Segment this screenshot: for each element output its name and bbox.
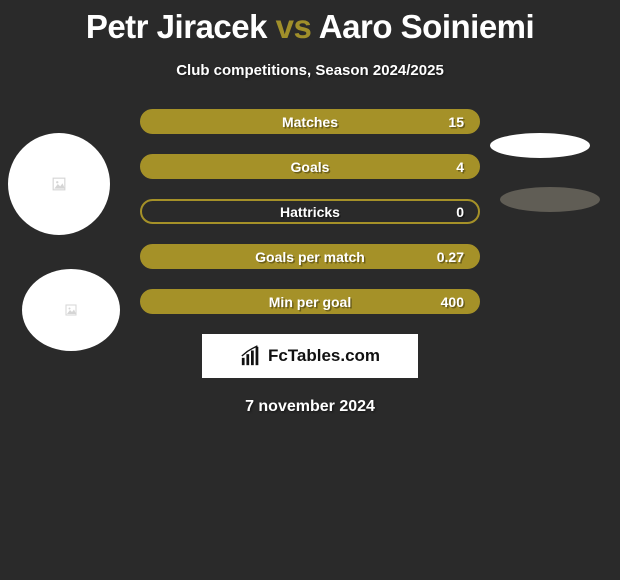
player1-avatar <box>8 133 110 235</box>
stat-label: Goals per match <box>255 249 365 265</box>
stat-bar: Hattricks 0 <box>140 199 480 224</box>
brand-chart-icon <box>240 345 262 367</box>
stat-bars: Matches 15 Goals 4 Hattricks 0 Goals per match… <box>140 109 480 314</box>
stat-bar: Min per goal 400 <box>140 289 480 314</box>
side-ellipse-1 <box>490 133 590 158</box>
stat-value: 0.27 <box>437 249 464 265</box>
comparison-panel: Matches 15 Goals 4 Hattricks 0 Goals per match… <box>0 109 620 314</box>
stat-value: 4 <box>456 159 464 175</box>
stat-bar: Matches 15 <box>140 109 480 134</box>
stat-value: 0 <box>456 204 464 220</box>
stat-value: 15 <box>448 114 464 130</box>
brand-label: FcTables.com <box>268 346 380 366</box>
subtitle: Club competitions, Season 2024/2025 <box>0 62 620 79</box>
vs-text: vs <box>276 8 312 45</box>
stat-label: Hattricks <box>280 204 340 220</box>
date-label: 7 november 2024 <box>0 398 620 416</box>
stat-bar: Goals per match 0.27 <box>140 244 480 269</box>
player1-name: Petr Jiracek <box>86 8 267 45</box>
player2-name: Aaro Soiniemi <box>319 8 534 45</box>
stat-label: Goals <box>291 159 330 175</box>
placeholder-image-icon <box>65 304 77 316</box>
stat-value: 400 <box>441 294 464 310</box>
stat-label: Matches <box>282 114 338 130</box>
page-title: Petr Jiracek vs Aaro Soiniemi <box>0 0 620 46</box>
stat-bar: Goals 4 <box>140 154 480 179</box>
brand-box: FcTables.com <box>202 334 418 378</box>
side-ellipse-2 <box>500 187 600 212</box>
player2-avatar <box>22 269 120 351</box>
stat-label: Min per goal <box>269 294 351 310</box>
placeholder-image-icon <box>52 177 66 191</box>
